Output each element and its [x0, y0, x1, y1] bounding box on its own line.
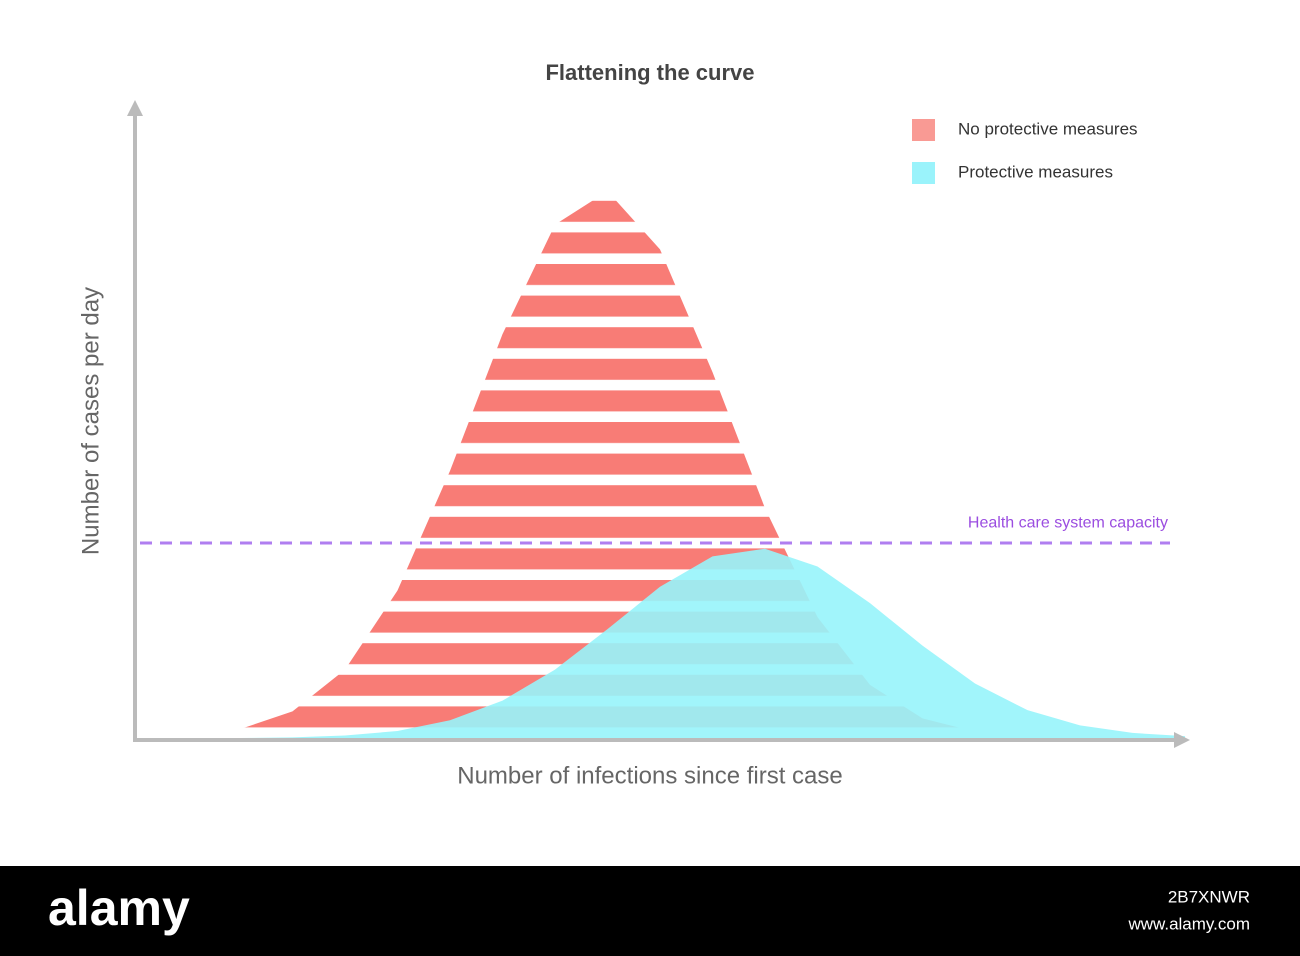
- area: [135, 548, 1185, 738]
- legend-label: Protective measures: [958, 162, 1113, 181]
- footer-id: 2B7XNWR: [1168, 887, 1250, 906]
- legend-swatch: [912, 162, 935, 184]
- area: [135, 191, 1185, 738]
- y-axis-label: Number of cases per day: [77, 287, 104, 555]
- x-axis-label: Number of infections since first case: [457, 762, 843, 789]
- legend-label: No protective measures: [958, 119, 1138, 138]
- footer-url: www.alamy.com: [1127, 914, 1250, 933]
- footer-bar: [0, 866, 1300, 956]
- footer-brand: alamy: [48, 880, 190, 936]
- capacity-label: Health care system capacity: [968, 514, 1168, 531]
- chart-title: Flattening the curve: [545, 60, 754, 85]
- legend-swatch: [912, 119, 935, 141]
- plot-area: [135, 191, 1185, 738]
